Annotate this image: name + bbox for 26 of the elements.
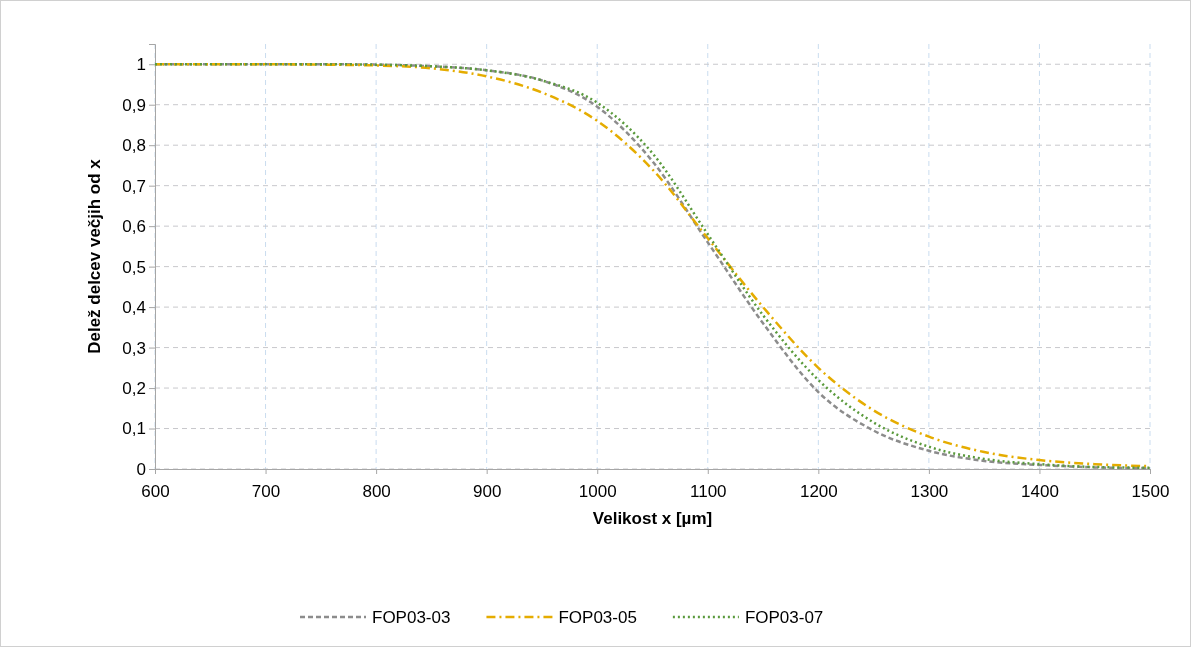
y-tick-label: 0,3 [122,338,146,358]
legend-label: FOP03-05 [558,608,637,627]
y-tick-label: 0,5 [122,257,146,277]
x-tick-label: 800 [362,482,391,502]
y-tick-label: 0,2 [122,378,146,398]
y-tick-label: 0,6 [122,217,146,237]
y-axis-title: Delež delcev večjih od x [85,158,104,354]
x-tick-label: 1400 [1021,482,1059,502]
x-axis-title: Velikost x [µm] [592,509,713,528]
x-tick-label: 1200 [799,482,838,502]
x-tick-label: 1100 [690,482,727,502]
x-tick-label: 1000 [578,482,617,502]
y-tick-label: 0,8 [122,136,146,156]
y-tick-label: 0,9 [122,95,146,115]
y-tick-label: 0,7 [122,176,146,196]
x-tick-label: 600 [141,482,170,502]
legend-label: FOP03-07 [744,608,824,627]
y-tick-label: 0,4 [122,298,146,318]
y-tick-label: 0,1 [122,419,146,439]
y-tick-label: 0 [136,459,146,479]
x-tick-label: 1300 [910,482,949,502]
x-tick-label: 700 [251,482,281,502]
x-tick-label: 900 [472,482,502,502]
y-tick-label: 1 [136,55,146,75]
legend-label: FOP03-03 [372,608,451,627]
x-tick-label: 1500 [1131,482,1170,502]
